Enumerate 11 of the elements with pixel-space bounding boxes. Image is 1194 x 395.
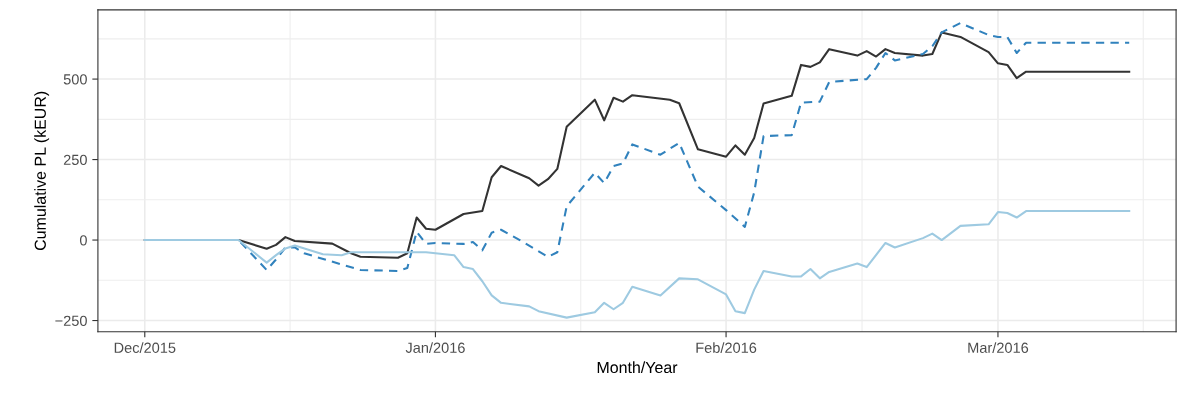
y-tick-label: 250 [63, 154, 87, 165]
x-tick-label: Jan/2016 [405, 342, 465, 353]
y-tick-label: 0 [79, 235, 87, 246]
x-tick-label: Mar/2016 [968, 342, 1029, 353]
y-tick-label: −250 [55, 315, 87, 326]
y-tick-label: 500 [63, 74, 87, 85]
y-axis-title: Cumulative PL (kEUR) [34, 91, 50, 251]
x-tick-label: Feb/2016 [696, 342, 757, 353]
line-series [143, 210, 1131, 319]
x-tick-label: Dec/2015 [114, 342, 176, 353]
x-axis-title: Month/Year [597, 361, 678, 374]
